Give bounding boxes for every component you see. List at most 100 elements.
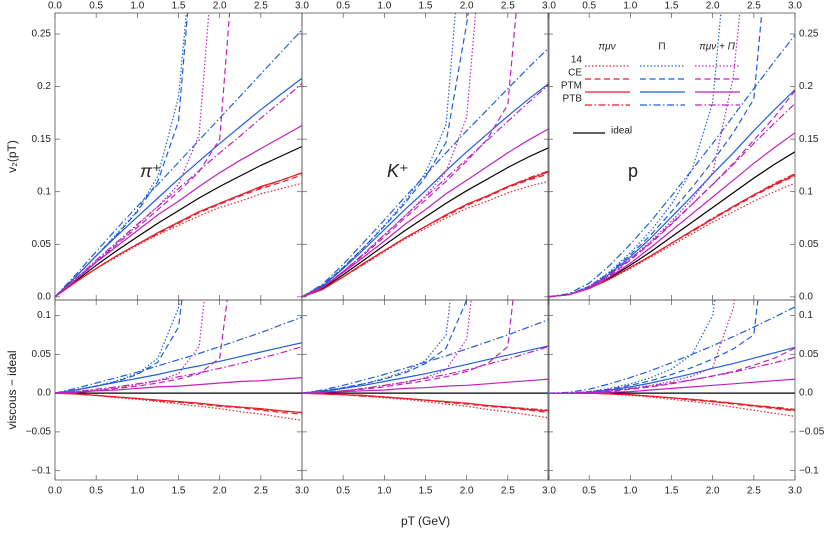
x-tick-label: 1.5 (419, 486, 433, 497)
y-tick-label: −0.05 (799, 427, 825, 438)
curve (302, 300, 451, 394)
y-tick-label: 0.25 (799, 29, 819, 40)
curve (302, 47, 549, 298)
y-tick-label: 0.1 (799, 310, 813, 321)
y-tick-label: 0.1 (799, 186, 813, 197)
curve (548, 392, 795, 412)
y-tick-label: 0.05 (32, 239, 52, 250)
curve (302, 300, 472, 394)
curve (55, 172, 302, 298)
x-tick-label: 2.0 (706, 1, 720, 12)
curve (302, 392, 549, 414)
x-tick-label: 0.5 (89, 486, 103, 497)
curve (302, 346, 549, 394)
y-tick-label: 0.0 (799, 388, 813, 399)
curve (55, 316, 302, 394)
x-tick-label: 1.0 (377, 1, 391, 12)
curve (302, 300, 514, 394)
x-tick-label: 1.0 (623, 486, 637, 497)
curve (55, 346, 302, 394)
x-tick-label: 3.0 (295, 486, 309, 497)
x-tick-label: 0.0 (48, 1, 62, 12)
x-tick-label: 1.5 (665, 1, 679, 12)
y-tick-label: 0.15 (799, 134, 819, 145)
curve (302, 392, 549, 419)
curve (55, 13, 210, 298)
legend-header: Π (658, 42, 665, 53)
x-tick-label: 1.5 (172, 1, 186, 12)
y-tick-label: 0.05 (799, 239, 819, 250)
x-tick-label: 1.0 (130, 1, 144, 12)
curve (548, 102, 795, 298)
x-axis-label: pT (GeV) (401, 514, 450, 528)
curve (302, 378, 549, 394)
x-tick-label: 3.0 (788, 486, 802, 497)
y-tick-label: −0.1 (31, 465, 51, 476)
curve (55, 13, 187, 298)
curve (302, 128, 549, 298)
x-tick-label: 2.5 (747, 486, 761, 497)
curve (302, 170, 549, 298)
curve (302, 13, 477, 298)
curve (548, 346, 795, 394)
curve (55, 300, 228, 394)
y-tick-label: 0.05 (32, 349, 52, 360)
curve (55, 82, 302, 298)
curve (548, 300, 716, 394)
curve (302, 345, 549, 394)
x-tick-label: 0.0 (48, 486, 62, 497)
curve (302, 318, 549, 394)
y-axis-label: v₂(pT) (5, 140, 19, 173)
x-tick-label: 2.0 (706, 486, 720, 497)
curve (548, 356, 795, 394)
y-tick-label: 0.2 (37, 81, 51, 92)
x-tick-label: 3.0 (542, 1, 556, 12)
curve (548, 392, 795, 417)
panel-frame (301, 299, 550, 481)
panel-label: K⁺ (387, 161, 409, 181)
plot-area (55, 13, 302, 298)
curve (55, 377, 302, 394)
legend-label: PTM (561, 81, 582, 92)
x-tick-label: 1.5 (419, 1, 433, 12)
x-tick-label: 2.5 (254, 1, 268, 12)
x-tick-label: 0.5 (89, 1, 103, 12)
x-tick-label: 0.5 (582, 1, 596, 12)
x-tick-label: 2.0 (460, 1, 474, 12)
panel-label: p (628, 161, 638, 181)
x-tick-label: 2.0 (213, 486, 227, 497)
curve (55, 124, 302, 298)
x-tick-label: 1.5 (172, 486, 186, 497)
x-tick-label: 2.5 (747, 1, 761, 12)
x-tick-label: 1.0 (377, 486, 391, 497)
panel-frame (547, 299, 796, 481)
y-tick-label: −0.05 (26, 427, 52, 438)
x-tick-label: 2.5 (501, 486, 515, 497)
legend-label: CE (568, 68, 582, 79)
legend-header: πμν + Π (699, 42, 736, 53)
curve (302, 84, 549, 298)
legend-label: PTB (563, 94, 583, 105)
x-tick-label: 3.0 (295, 1, 309, 12)
curve (55, 182, 302, 298)
x-tick-label: 2.0 (213, 1, 227, 12)
x-tick-label: 0.5 (336, 1, 350, 12)
curve (302, 300, 468, 394)
curve (55, 77, 302, 298)
x-tick-label: 2.5 (501, 1, 515, 12)
curve (548, 378, 795, 394)
curve (55, 392, 302, 414)
curve (548, 13, 763, 298)
curve (548, 34, 795, 298)
plot-area (302, 300, 549, 419)
x-tick-label: 1.5 (665, 486, 679, 497)
plot-area (548, 13, 795, 298)
y-tick-label: 0.0 (37, 291, 51, 302)
curve (55, 13, 189, 298)
legend-header: πμν (598, 42, 615, 53)
curve (302, 392, 549, 411)
x-tick-label: 0.5 (582, 486, 596, 497)
curve (55, 172, 302, 298)
curve (55, 300, 205, 394)
curve (302, 13, 517, 298)
